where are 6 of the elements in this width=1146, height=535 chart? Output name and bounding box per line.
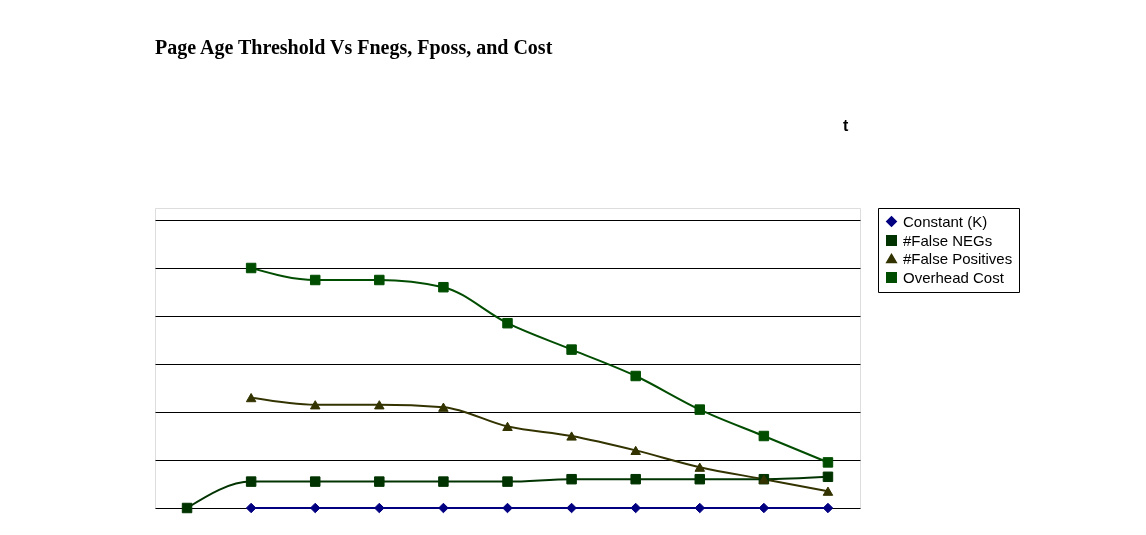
- legend-label: #False NEGs: [903, 231, 993, 249]
- legend-label: #False Positives: [903, 249, 1013, 267]
- legend-label: Overhead Cost: [903, 268, 1005, 286]
- legend-label: Constant (K): [903, 212, 988, 230]
- chart-title: Page Age Threshold Vs Fnegs, Fposs, and Cost: [155, 36, 553, 59]
- text: t: [843, 117, 849, 134]
